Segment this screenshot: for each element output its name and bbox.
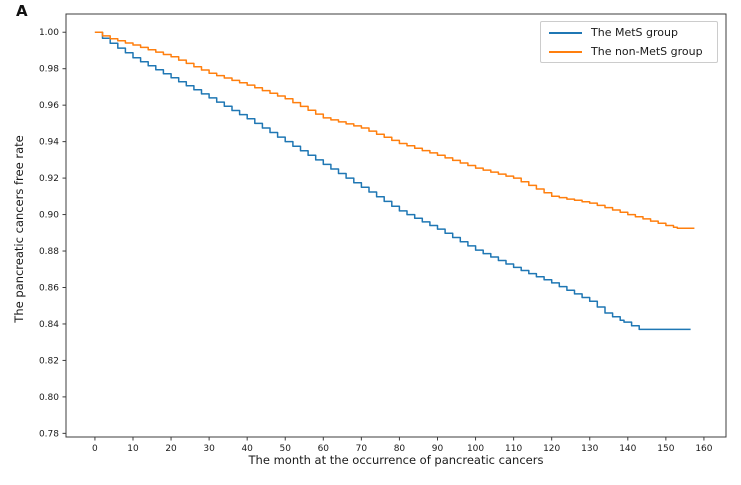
x-tick-label: 50 (280, 444, 292, 454)
y-tick-label: 0.98 (39, 65, 59, 75)
y-tick-label: 0.84 (39, 320, 59, 330)
x-tick-label: 90 (432, 444, 444, 454)
y-tick-label: 0.96 (39, 101, 59, 111)
x-tick-label: 120 (543, 444, 560, 454)
y-tick-label: 0.92 (39, 174, 59, 184)
x-tick-label: 100 (467, 444, 484, 454)
panel-label: A (16, 2, 28, 20)
y-tick-label: 0.78 (39, 429, 59, 439)
x-tick-label: 40 (241, 444, 253, 454)
x-tick-label: 140 (619, 444, 636, 454)
x-tick-label: 110 (505, 444, 522, 454)
legend-label-mets: The MetS group (591, 25, 678, 39)
x-tick-label: 70 (356, 444, 368, 454)
y-tick-label: 0.90 (39, 211, 59, 221)
x-tick-label: 20 (165, 444, 177, 454)
legend-line-non-mets (549, 50, 582, 53)
y-tick-label: 0.94 (39, 138, 59, 148)
x-tick-label: 130 (581, 444, 598, 454)
x-tick-label: 30 (203, 444, 215, 454)
y-tick-label: 0.86 (39, 283, 59, 293)
km-curve-non-mets (94, 31, 695, 229)
km-curve-mets (94, 31, 691, 331)
legend-label-non-mets: The non-MetS group (591, 44, 703, 58)
x-tick-label: 0 (92, 444, 98, 454)
y-tick-label: 0.88 (39, 247, 59, 257)
legend-entry-mets: The MetS group (549, 25, 709, 41)
y-tick-label: 0.82 (39, 356, 59, 366)
plot-frame (65, 13, 727, 438)
x-axis-title: The month at the occurrence of pancreati… (248, 453, 544, 467)
y-axis-title: The pancreatic cancers free rate (12, 135, 26, 323)
x-tick-label: 60 (318, 444, 330, 454)
y-tick-label: 0.80 (39, 393, 59, 403)
x-tick-label: 160 (695, 444, 712, 454)
legend-box: The MetS group The non-MetS group (540, 21, 718, 63)
x-tick-label: 10 (127, 444, 139, 454)
legend-entry-non-mets: The non-MetS group (549, 44, 709, 60)
y-tick-label: 1.00 (39, 28, 59, 38)
x-tick-label: 150 (657, 444, 674, 454)
x-tick-label: 80 (394, 444, 406, 454)
legend-line-mets (549, 31, 582, 34)
